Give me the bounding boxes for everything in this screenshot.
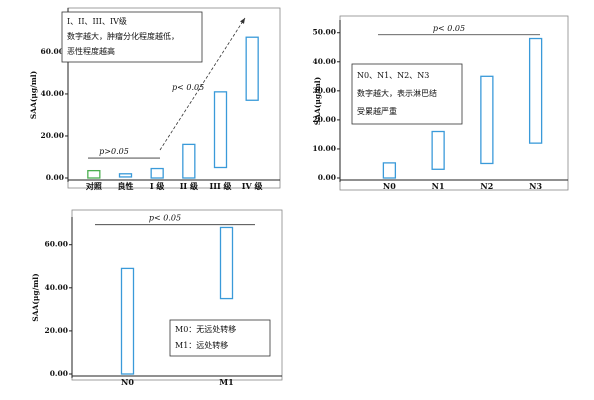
bar (120, 267, 135, 375)
x-tick-label: 对照 (86, 181, 102, 191)
x-tick-label: 良性 (118, 181, 134, 191)
bar (528, 37, 543, 144)
y-tick-label: 30.00 (313, 86, 337, 95)
y-axis-title: SAA(μg/ml) (29, 71, 38, 119)
bar (431, 130, 445, 170)
x-tick-label: II 级 (180, 181, 199, 191)
significance-label: p>0.05 (99, 147, 129, 156)
x-tick-label: N3 (529, 181, 542, 191)
trend-arrow (159, 17, 246, 151)
y-tick-label: 0.00 (318, 173, 336, 182)
y-tick-label: 20.00 (45, 326, 69, 335)
note-line: 数字越大，表示淋巴结 (357, 88, 437, 98)
y-tick-label: 20.00 (313, 115, 337, 124)
y-tick-label: 40.00 (41, 89, 65, 98)
x-tick-label: I 级 (150, 181, 166, 191)
x-tick-label: M1 (219, 377, 233, 387)
note-line: 恶性程度越高 (67, 46, 115, 56)
y-tick-label: 60.00 (45, 240, 69, 249)
bar (382, 162, 397, 179)
bar (182, 143, 196, 179)
note-line: I、II、III、IV级 (67, 16, 127, 26)
x-tick-label: N2 (480, 181, 493, 191)
x-tick-label: III 级 (209, 181, 232, 191)
y-tick-label: 20.00 (41, 131, 65, 140)
note-line: 数字越大，肿瘤分化程度越低， (67, 31, 179, 41)
significance-label: p< 0.05 (433, 24, 465, 33)
y-tick-label: 0.00 (50, 369, 68, 378)
y-tick-label: 10.00 (313, 144, 337, 153)
note-box (61, 11, 203, 63)
y-tick-label: 60.00 (41, 47, 65, 56)
note-line: N0、N1、N2、N3 (357, 71, 429, 80)
trend-label: p< 0.05 (172, 83, 204, 92)
bar (245, 36, 259, 101)
note-box (351, 63, 463, 125)
bar (213, 91, 228, 169)
note-line: 受累越严重 (357, 106, 397, 116)
note-line: M0：无远处转移 (175, 324, 236, 334)
y-tick-label: 50.00 (313, 28, 337, 37)
bar (150, 167, 164, 179)
note-box (169, 319, 271, 357)
y-tick-label: 0.00 (46, 173, 64, 182)
x-tick-label: N1 (432, 181, 445, 191)
y-tick-label: 40.00 (45, 283, 69, 292)
bar (480, 75, 494, 165)
note-line: M1：远处转移 (175, 340, 228, 350)
bar (219, 226, 234, 300)
x-tick-label: N0 (121, 377, 134, 387)
x-tick-label: N0 (383, 181, 396, 191)
bar (118, 173, 133, 178)
y-axis-title: SAA(μg/ml) (313, 77, 322, 125)
significance-label: p< 0.05 (149, 214, 181, 223)
y-axis-title: SAA(μg/ml) (31, 273, 40, 321)
bar (87, 169, 101, 179)
x-tick-label: IV 级 (242, 181, 264, 191)
y-tick-label: 40.00 (313, 57, 337, 66)
arrow-head (240, 18, 245, 24)
